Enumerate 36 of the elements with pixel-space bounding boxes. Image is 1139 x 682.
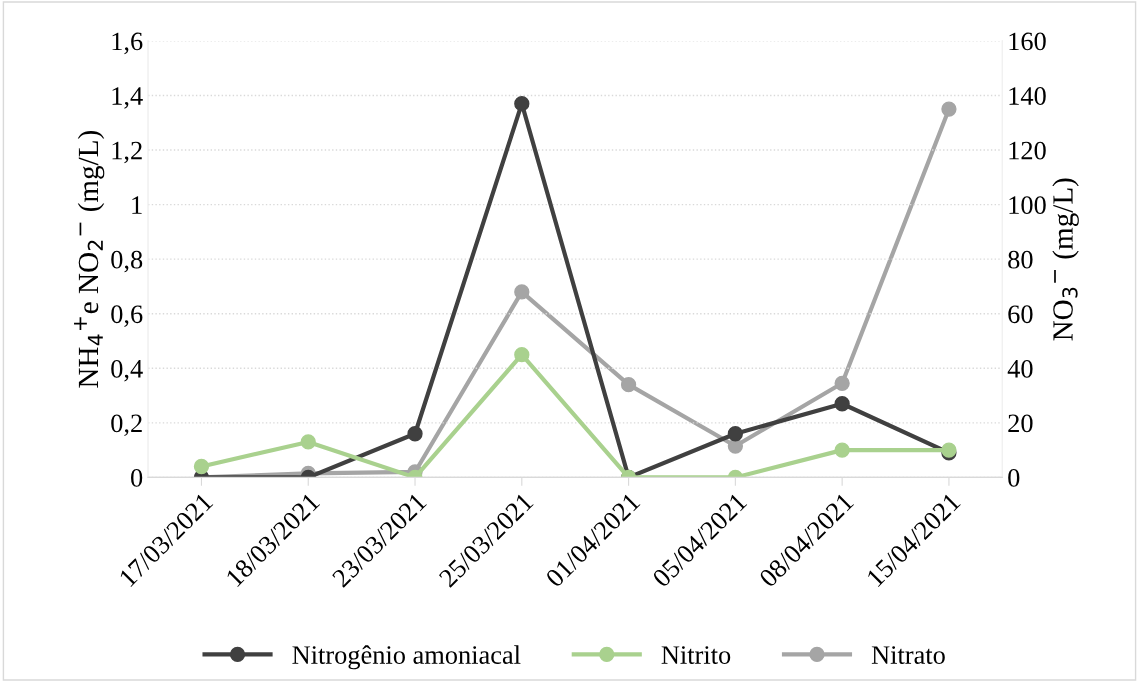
point — [620, 377, 637, 393]
y-tick-label: 1 — [132, 196, 142, 214]
point — [514, 96, 530, 112]
y2-tick-label: 120 — [1009, 141, 1046, 160]
legend-label: Nitrito — [661, 646, 731, 664]
point — [300, 434, 316, 450]
y-tick-label: 1,4 — [112, 87, 143, 109]
y-axis-title: NH$_{4}$$^{+}$e NO$_{2}$$^{−}$ (mg/L) — [74, 131, 105, 388]
point — [193, 458, 210, 475]
y-tick-label: 0 — [131, 469, 143, 487]
point — [514, 347, 530, 363]
y2-tick-label: 100 — [1009, 196, 1046, 215]
legend-label: Nitrogênio amoniacal — [292, 645, 521, 670]
y2-tick-label: 40 — [1007, 359, 1033, 378]
y2-tick-label: 60 — [1008, 305, 1033, 324]
point — [727, 438, 744, 454]
y-tick-label: 1,2 — [112, 141, 142, 164]
y2-tick-label: 0 — [1008, 469, 1020, 487]
y2-tick-label: 160 — [1009, 32, 1046, 51]
y2-tick-label: 140 — [1009, 87, 1046, 105]
y2-axis-title: NO$_{3}$$^{−}$ (mg/L) — [1052, 178, 1079, 341]
y-tick-label: 1,6 — [112, 32, 143, 55]
point — [834, 375, 850, 391]
point — [941, 101, 957, 117]
y2-tick-label: 20 — [1008, 414, 1033, 433]
point — [834, 442, 850, 458]
y-tick-label: 0,6 — [111, 305, 143, 327]
legend-label: Nitrato — [871, 646, 945, 664]
y-tick-label: 0,2 — [111, 414, 142, 437]
y-tick-label: 0,4 — [111, 359, 143, 382]
point — [834, 396, 850, 412]
point — [407, 426, 423, 442]
point — [514, 284, 530, 300]
y2-tick-label: 80 — [1008, 250, 1033, 269]
point — [727, 426, 744, 442]
y-tick-label: 0,8 — [111, 250, 143, 273]
